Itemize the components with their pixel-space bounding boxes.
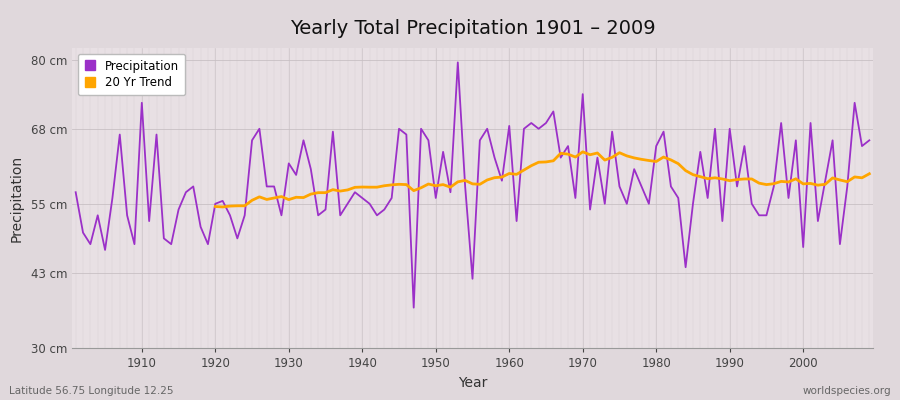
Text: worldspecies.org: worldspecies.org — [803, 386, 891, 396]
Legend: Precipitation, 20 Yr Trend: Precipitation, 20 Yr Trend — [78, 54, 185, 95]
Y-axis label: Precipitation: Precipitation — [10, 154, 23, 242]
Text: Latitude 56.75 Longitude 12.25: Latitude 56.75 Longitude 12.25 — [9, 386, 174, 396]
X-axis label: Year: Year — [458, 376, 487, 390]
Title: Yearly Total Precipitation 1901 – 2009: Yearly Total Precipitation 1901 – 2009 — [290, 19, 655, 38]
